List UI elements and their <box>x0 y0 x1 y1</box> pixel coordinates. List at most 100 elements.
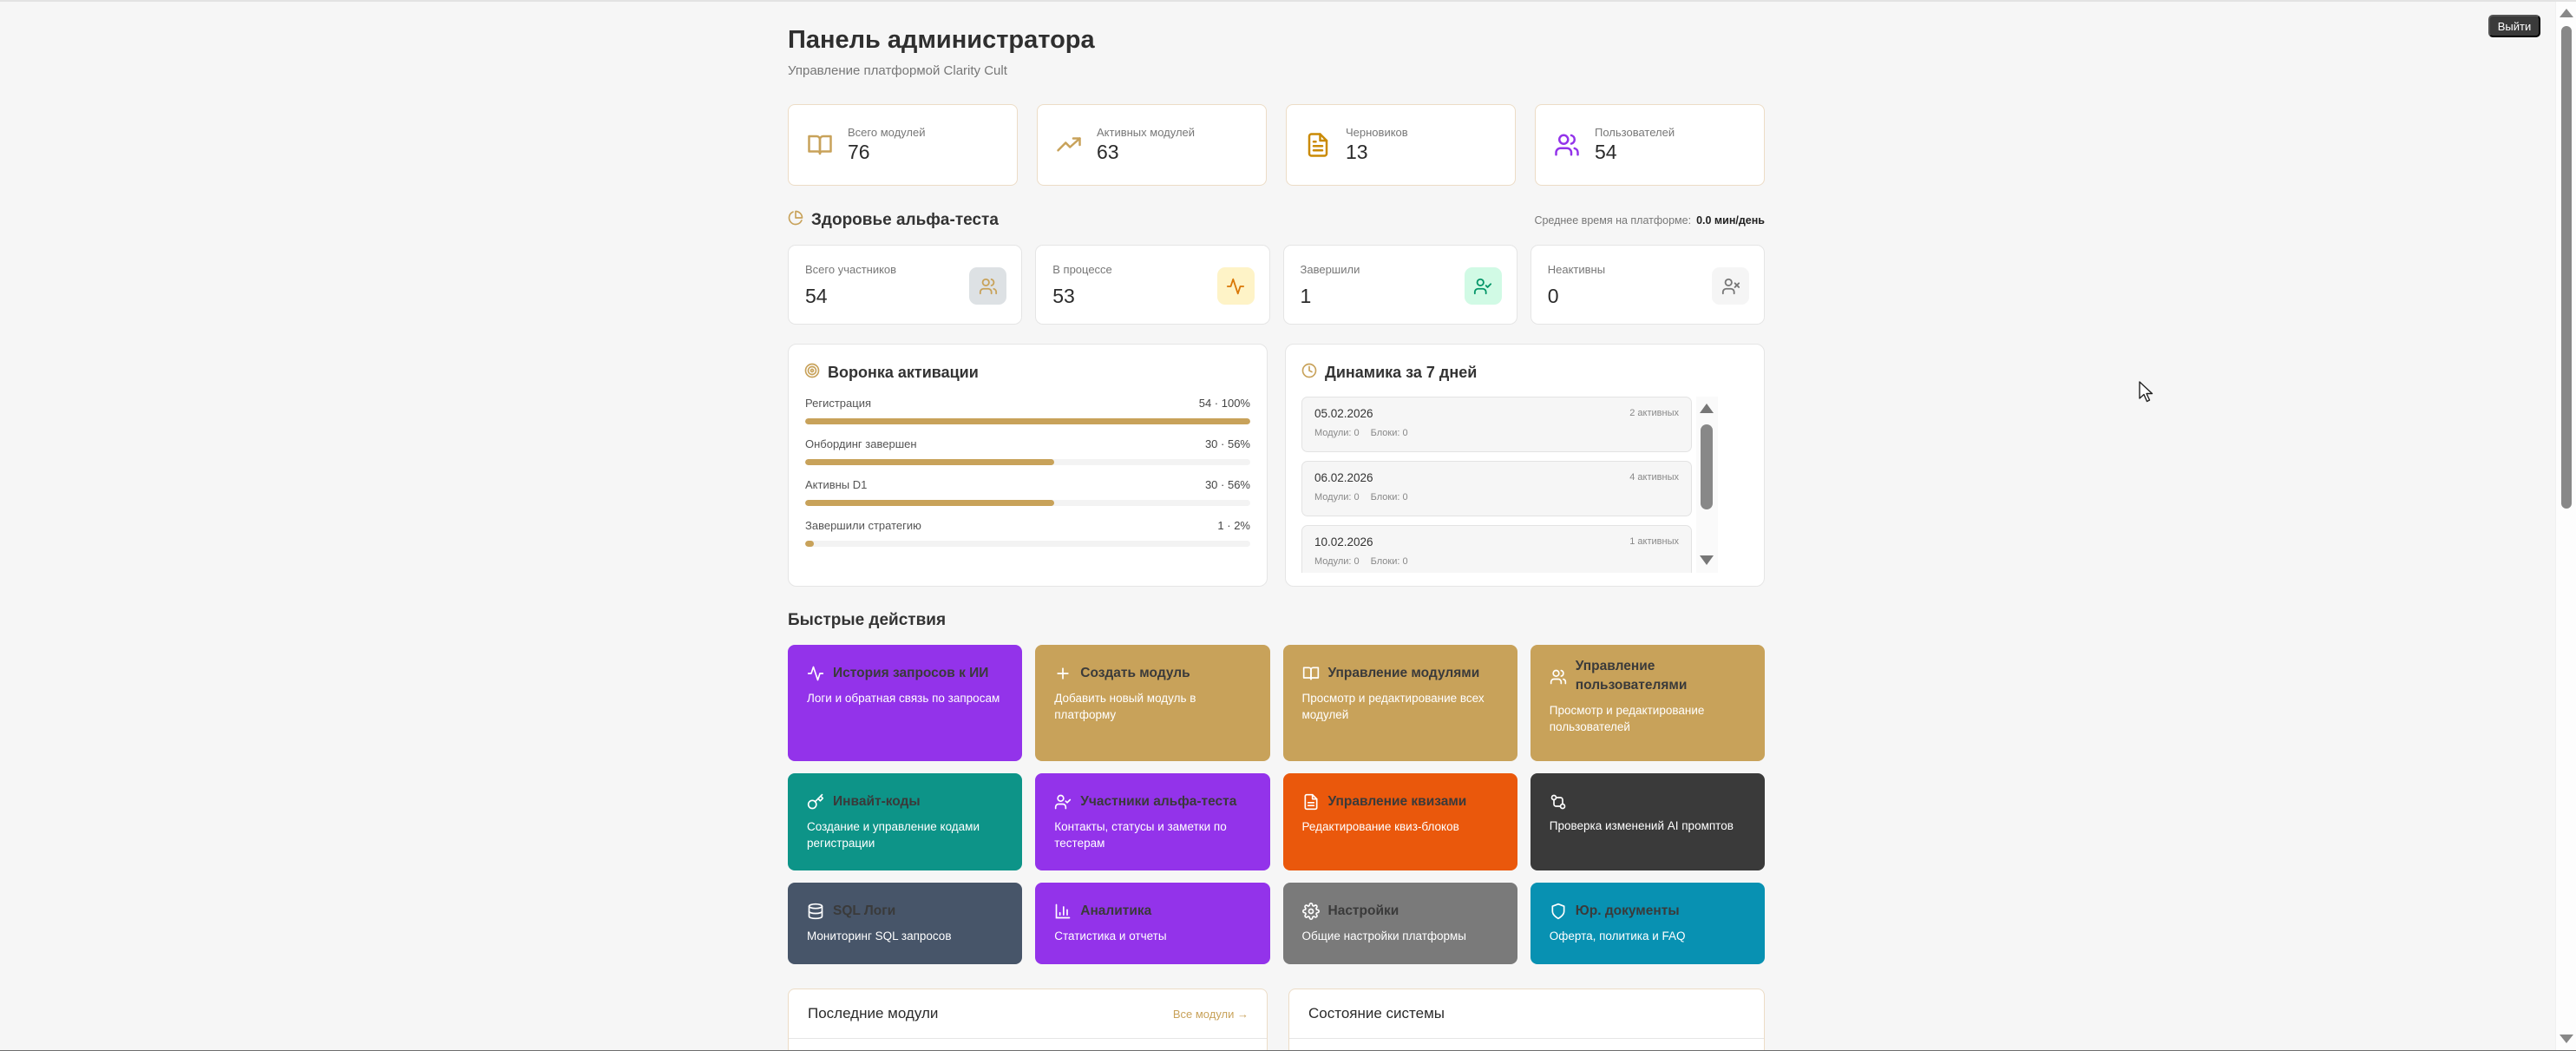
health-cards: Всего участников 54 В процессе 53 Заверш… <box>788 245 1765 325</box>
database-icon <box>807 903 824 920</box>
action-desc: Мониторинг SQL запросов <box>807 929 952 943</box>
funnel-row: Регистрация 54 · 100% <box>805 397 1250 437</box>
action-invite-codes[interactable]: Инвайт-коды Создание и управление кодами… <box>788 773 1023 870</box>
funnel-bar <box>805 541 1250 547</box>
action-title: Юр. документы <box>1575 903 1680 918</box>
action-legal-docs[interactable]: Юр. документы Оферта, политика и FAQ <box>1530 883 1765 964</box>
scroll-up-arrow-icon[interactable] <box>1700 404 1714 413</box>
users-icon <box>969 267 1007 305</box>
page-scrollbar[interactable] <box>2555 2 2576 1051</box>
stat-value: 76 <box>848 141 870 163</box>
dynamics-item: 06.02.2026 4 активных Модули: 0 Блоки: 0 <box>1301 461 1692 516</box>
target-icon <box>804 363 820 383</box>
action-title: Управление квизами <box>1327 794 1467 809</box>
action-settings[interactable]: Настройки Общие настройки платформы <box>1282 883 1517 964</box>
stat-card-active-modules: Активных модулей 63 <box>1037 104 1267 186</box>
action-manage-modules[interactable]: Управление модулями Просмотр и редактиро… <box>1282 645 1517 761</box>
dynamics-item: 10.02.2026 1 активных Модули: 0 Блоки: 0 <box>1301 525 1692 573</box>
funnel-row: Активны D1 30 · 56% <box>805 478 1250 519</box>
action-alpha-participants[interactable]: Участники альфа-теста Контакты, статусы … <box>1035 773 1270 870</box>
health-value: 1 <box>1300 285 1312 307</box>
action-desc: Добавить новый модуль в платформу <box>1054 692 1196 721</box>
action-title: Участники альфа-теста <box>1080 794 1237 809</box>
scroll-down-arrow-icon[interactable] <box>1700 555 1714 565</box>
health-label: Завершили <box>1300 263 1360 276</box>
file-text-icon <box>1304 131 1332 159</box>
avg-time: Среднее время на платформе: 0.0 мин/день <box>1534 214 1765 227</box>
scroll-down-arrow-icon[interactable] <box>2560 1035 2573 1043</box>
funnel-value: 1 · 2% <box>1217 519 1250 532</box>
action-title: Создать модуль <box>1080 666 1190 680</box>
dynamics-date: 10.02.2026 <box>1314 535 1373 548</box>
stat-label: Пользователей <box>1595 126 1675 139</box>
book-open-icon <box>806 131 834 159</box>
health-value: 54 <box>805 285 828 307</box>
action-manage-users[interactable]: Управление пользователями Просмотр и ред… <box>1530 645 1765 761</box>
page-subtitle: Управление платформой Clarity Cult <box>788 63 1007 78</box>
health-label: В процессе <box>1052 263 1112 276</box>
action-ai-prompts-review[interactable]: Проверка изменений AI промптов <box>1530 773 1765 870</box>
action-desc: Просмотр и редактирование всех модулей <box>1301 692 1485 721</box>
funnel-rows: Регистрация 54 · 100% Онбординг завершен 3… <box>805 397 1250 560</box>
activation-funnel-panel: Воронка активации Регистрация 54 · 100% О… <box>788 344 1268 587</box>
dynamics-modules: Модули: 0 <box>1314 492 1360 503</box>
action-ai-requests-history[interactable]: История запросов к ИИ Логи и обратная св… <box>788 645 1023 761</box>
mouse-cursor-icon <box>2139 381 2154 408</box>
dynamics-title: Динамика за 7 дней <box>1301 363 1477 383</box>
health-title: Здоровье альфа-теста <box>788 210 999 231</box>
user-check-icon <box>1054 793 1072 811</box>
action-title: Инвайт-коды <box>833 794 921 809</box>
funnel-bar <box>805 418 1250 424</box>
dynamics-modules: Модули: 0 <box>1314 428 1360 438</box>
health-card-total: Всего участников 54 <box>788 245 1023 325</box>
stat-value: 13 <box>1346 141 1368 163</box>
action-title: Управление пользователями <box>1575 659 1688 693</box>
dynamics-blocks: Блоки: 0 <box>1370 428 1408 438</box>
action-manage-quizzes[interactable]: Управление квизами Редактирование квиз-б… <box>1282 773 1517 870</box>
funnel-label: Завершили стратегию <box>805 519 921 532</box>
action-create-module[interactable]: Создать модуль Добавить новый модуль в п… <box>1035 645 1270 761</box>
funnel-value: 30 · 56% <box>1204 437 1250 450</box>
activity-icon <box>1216 267 1255 305</box>
action-desc: Редактирование квиз-блоков <box>1301 820 1459 833</box>
health-card-in-progress: В процессе 53 <box>1035 245 1270 325</box>
clock-icon <box>1301 363 1317 383</box>
dynamics-date: 05.02.2026 <box>1314 407 1373 420</box>
bar-chart-icon <box>1054 903 1072 920</box>
action-title: Настройки <box>1327 903 1399 918</box>
key-icon <box>807 793 824 811</box>
dynamics-list[interactable]: 05.02.2026 2 активных Модули: 0 Блоки: 0 … <box>1301 397 1692 573</box>
all-modules-link[interactable]: Все модули → <box>1172 1007 1249 1021</box>
action-title: Аналитика <box>1080 903 1152 918</box>
action-sql-logs[interactable]: SQL Логи Мониторинг SQL запросов <box>788 883 1023 964</box>
dynamics-scrollbar[interactable] <box>1696 397 1718 573</box>
stat-card-drafts: Черновиков 13 <box>1286 104 1516 186</box>
dynamics-blocks: Блоки: 0 <box>1370 556 1408 567</box>
file-text-icon <box>1302 793 1320 811</box>
health-value: 0 <box>1547 285 1559 307</box>
funnel-bar-fill <box>805 541 815 547</box>
gear-icon <box>1301 903 1320 920</box>
system-status-title: Состояние системы <box>1308 1005 1445 1021</box>
system-status-card: Состояние системы <box>1288 989 1765 1051</box>
action-analytics[interactable]: Аналитика Статистика и отчеты <box>1035 883 1270 964</box>
stat-value: 54 <box>1595 141 1617 163</box>
dynamics-title-text: Динамика за 7 дней <box>1325 364 1478 381</box>
action-desc: Просмотр и редактирование пользователей <box>1549 704 1705 733</box>
action-title: История запросов к ИИ <box>833 666 989 680</box>
dynamics-active: 1 активных <box>1629 536 1679 547</box>
funnel-value: 54 · 100% <box>1198 397 1250 410</box>
recent-modules-card: Последние модули Все модули → <box>788 989 1268 1051</box>
action-desc: Статистика и отчеты <box>1054 929 1167 943</box>
users-icon <box>1553 131 1581 159</box>
scrollbar-thumb[interactable] <box>2561 26 2572 509</box>
scroll-up-arrow-icon[interactable] <box>2560 9 2573 17</box>
shield-icon <box>1550 903 1567 920</box>
funnel-bar <box>805 500 1250 506</box>
logout-button[interactable]: Выйти <box>2488 15 2540 37</box>
funnel-bar-fill <box>805 418 1250 424</box>
funnel-title-text: Воронка активации <box>828 364 979 381</box>
funnel-row: Завершили стратегию 1 · 2% <box>805 519 1250 560</box>
scrollbar-thumb[interactable] <box>1701 424 1713 509</box>
funnel-title: Воронка активации <box>804 363 979 383</box>
